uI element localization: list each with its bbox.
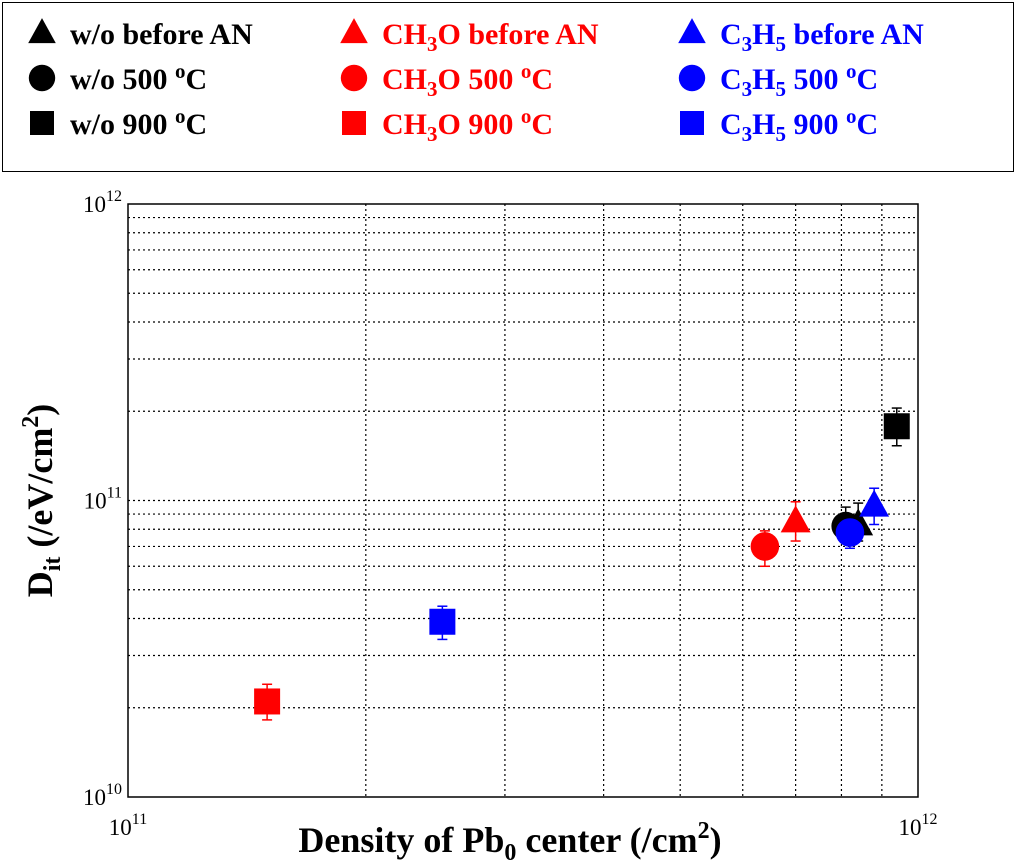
tick-base: 10 <box>84 489 107 514</box>
legend-label-part: 3 <box>427 77 438 101</box>
data-point-square <box>883 413 910 440</box>
legend-box <box>2 2 1014 172</box>
legend-label-part: C <box>186 63 208 96</box>
data-point-triangle <box>780 505 811 533</box>
legend-label-part: o <box>846 104 857 128</box>
legend-marker-triangle <box>678 18 706 44</box>
legend-label-part: C <box>857 63 879 96</box>
legend-label-part: O before AN <box>438 18 599 51</box>
x-title-sup: 2 <box>698 818 710 844</box>
legend-label-part: 3 <box>427 122 438 146</box>
legend-label-part: O 500 <box>438 63 521 96</box>
legend-label-part: 3 <box>742 122 753 146</box>
legend-label: CH3O before AN <box>382 18 599 56</box>
legend-label-part: o <box>175 59 186 83</box>
legend-label-part: w/o 500 <box>70 63 175 96</box>
x-title-main: Density of Pb <box>298 820 504 860</box>
legend-label-part: o <box>175 104 186 128</box>
legend-marker-triangle <box>340 18 368 44</box>
y-title-sup: 2 <box>18 416 44 428</box>
legend-label-part: before AN <box>786 18 924 51</box>
y-tick-label: 1011 <box>84 485 122 514</box>
legend-label-part: w/o before AN <box>70 18 253 51</box>
legend-label-part: O 900 <box>438 108 521 141</box>
data-point-square <box>254 688 281 715</box>
legend-label-part: H <box>752 63 775 96</box>
legend-label-part: C <box>720 18 742 51</box>
legend-label: CH3O 500 oC <box>382 59 553 101</box>
legend-label-part: o <box>521 59 532 83</box>
legend-label-part: w/o 900 <box>70 108 175 141</box>
plot-frame <box>127 203 919 798</box>
error-bars <box>262 407 902 721</box>
legend-label-part: 5 <box>776 122 787 146</box>
x-title-sub: 0 <box>504 840 516 864</box>
legend-marker-triangle <box>28 18 56 44</box>
tick-base: 10 <box>83 192 106 217</box>
data-point-circle <box>835 518 865 547</box>
legend-marker-circle <box>340 64 368 92</box>
legend: w/o before AN CH3O before AN C3H5 before A… <box>28 18 924 146</box>
tick-exponent: 12 <box>106 188 122 205</box>
legend-marker-square <box>30 111 54 135</box>
legend-label-part: CH <box>382 63 427 96</box>
x-axis-title: Density of Pb0 center (/cm2) <box>298 818 721 864</box>
y-title-end: ) <box>20 404 60 416</box>
tick-exponent: 10 <box>106 781 122 798</box>
legend-label: CH3O 900 oC <box>382 104 553 146</box>
tick-exponent: 11 <box>107 485 122 502</box>
tick-exponent: 11 <box>132 811 147 828</box>
legend-label-part: 3 <box>427 32 438 56</box>
legend-label-part: 3 <box>742 77 753 101</box>
legend-label: w/o before AN <box>70 18 253 51</box>
legend-label-part: 5 <box>776 32 787 56</box>
data-markers <box>254 413 910 715</box>
data-point-circle <box>750 532 780 561</box>
legend-label-part: 500 <box>786 63 846 96</box>
legend-marker-circle <box>28 64 56 92</box>
x-tick-label: 1012 <box>899 811 938 840</box>
legend-marker-square <box>680 111 704 135</box>
legend-label-part: CH <box>382 18 427 51</box>
legend-label: C3H5 500 oC <box>720 59 878 101</box>
legend-label: w/o 900 oC <box>70 104 207 141</box>
legend-label-part: C <box>531 63 553 96</box>
data-point-square <box>429 608 456 635</box>
legend-label-part: C <box>720 108 742 141</box>
x-tick-label: 1011 <box>109 811 147 840</box>
y-axis-title: Dit (/eV/cm2) <box>18 404 66 598</box>
tick-base: 10 <box>83 785 106 810</box>
y-tick-label: 1010 <box>83 781 122 810</box>
legend-marker-circle <box>678 64 706 92</box>
legend-label: w/o 500 oC <box>70 59 207 96</box>
tick-base: 10 <box>899 815 922 840</box>
legend-label: C3H5 900 oC <box>720 104 878 146</box>
legend-label-part: 3 <box>742 32 753 56</box>
legend-label-part: o <box>846 59 857 83</box>
x-title-rest: center (/cm <box>516 820 697 860</box>
legend-label-part: C <box>720 63 742 96</box>
legend-label-part: H <box>752 18 775 51</box>
legend-label-part: C <box>857 108 879 141</box>
legend-label-part: 900 <box>786 108 846 141</box>
legend-marker-square <box>342 111 366 135</box>
grid-layer <box>128 204 918 797</box>
y-title-sub: it <box>40 557 66 572</box>
legend-label-part: 5 <box>776 77 787 101</box>
legend-label-part: C <box>186 108 208 141</box>
y-title-main: D <box>20 571 60 597</box>
data-point-triangle <box>859 489 890 517</box>
x-title-end: ) <box>710 820 722 860</box>
tick-exponent: 12 <box>922 811 938 828</box>
legend-label-part: C <box>531 108 553 141</box>
y-tick-label: 1012 <box>83 188 122 217</box>
legend-label-part: H <box>752 108 775 141</box>
y-title-rest: (/eV/cm <box>20 428 60 557</box>
legend-label: C3H5 before AN <box>720 18 924 56</box>
legend-label-part: CH <box>382 108 427 141</box>
tick-base: 10 <box>109 815 132 840</box>
legend-label-part: o <box>521 104 532 128</box>
